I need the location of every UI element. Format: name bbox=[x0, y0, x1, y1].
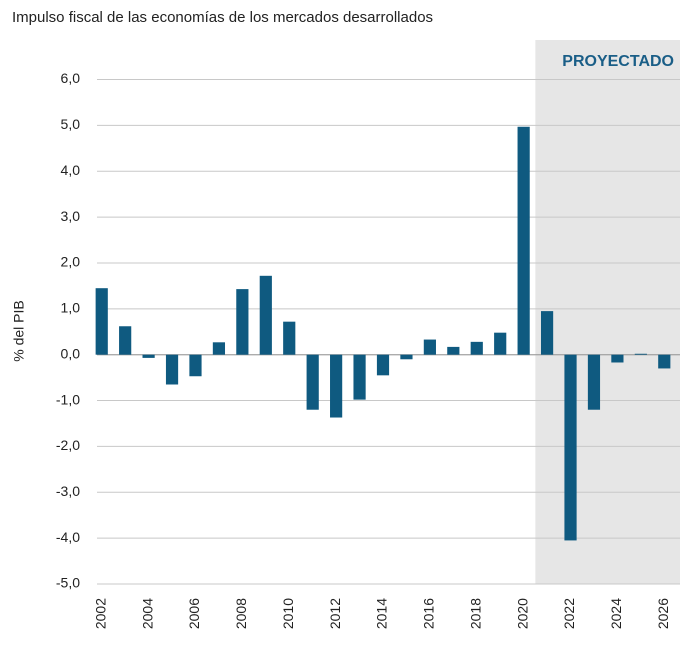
bar bbox=[330, 354, 343, 418]
x-tick-label: 2002 bbox=[92, 598, 108, 629]
x-tick-label: 2022 bbox=[561, 598, 577, 629]
bar bbox=[212, 342, 226, 355]
projection-shade bbox=[535, 40, 680, 584]
bar bbox=[517, 126, 530, 355]
y-axis-label: % del PIB bbox=[11, 300, 27, 361]
y-tick-label: 5,0 bbox=[61, 116, 81, 132]
x-tick-label: 2018 bbox=[467, 598, 483, 629]
y-tick-label: 3,0 bbox=[61, 208, 81, 224]
y-tick-label: 0,0 bbox=[61, 345, 81, 361]
y-tick-label: -5,0 bbox=[56, 575, 80, 591]
x-tick-label: 2026 bbox=[655, 598, 671, 629]
x-tick-label: 2020 bbox=[514, 598, 530, 629]
bar bbox=[119, 326, 132, 355]
bar bbox=[353, 354, 366, 400]
x-tick-label: 2006 bbox=[186, 598, 202, 629]
bar bbox=[376, 354, 390, 376]
bar bbox=[142, 354, 155, 358]
x-tick-label: 2016 bbox=[421, 598, 437, 629]
bar bbox=[447, 346, 460, 355]
bar bbox=[259, 275, 272, 355]
y-tick-label: 4,0 bbox=[61, 162, 81, 178]
chart-title: Impulso fiscal de las economías de los m… bbox=[12, 9, 433, 26]
bar bbox=[470, 341, 483, 355]
bar bbox=[236, 289, 249, 355]
y-tick-label: 1,0 bbox=[61, 300, 81, 316]
bar bbox=[611, 354, 624, 363]
bar bbox=[283, 321, 296, 355]
bar bbox=[400, 354, 413, 360]
x-tick-label: 2004 bbox=[139, 598, 155, 629]
bar bbox=[564, 354, 577, 541]
y-tick-label: -2,0 bbox=[56, 437, 80, 453]
bar bbox=[95, 288, 108, 355]
projection-label: PROYECTADO bbox=[562, 53, 674, 70]
y-tick-label: -4,0 bbox=[56, 529, 80, 545]
x-tick-label: 2010 bbox=[280, 598, 296, 629]
bar bbox=[634, 353, 647, 355]
y-tick-label: -3,0 bbox=[56, 483, 80, 499]
x-tick-label: 2008 bbox=[233, 598, 249, 629]
bar bbox=[306, 354, 319, 410]
bar bbox=[189, 354, 202, 377]
bar bbox=[494, 332, 507, 355]
bar bbox=[165, 354, 179, 385]
bar bbox=[587, 354, 601, 410]
y-tick-label: 2,0 bbox=[61, 254, 81, 270]
y-tick-label: -1,0 bbox=[56, 391, 80, 407]
bar bbox=[658, 354, 671, 369]
x-tick-label: 2014 bbox=[374, 598, 390, 629]
x-tick-label: 2024 bbox=[608, 598, 624, 629]
y-tick-label: 6,0 bbox=[61, 70, 81, 86]
x-tick-label: 2012 bbox=[327, 598, 343, 629]
bar bbox=[540, 311, 554, 355]
bar bbox=[423, 339, 436, 355]
